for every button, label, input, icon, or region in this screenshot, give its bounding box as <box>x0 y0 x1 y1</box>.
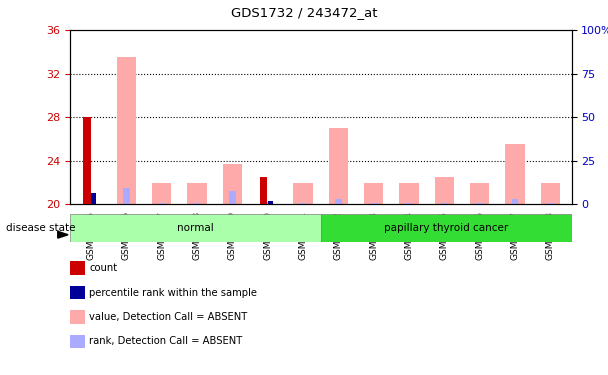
Polygon shape <box>58 231 68 238</box>
Text: count: count <box>89 263 117 273</box>
Bar <box>329 128 348 204</box>
Text: disease state: disease state <box>6 223 75 233</box>
Bar <box>187 183 207 204</box>
Bar <box>83 117 91 204</box>
Bar <box>152 183 171 204</box>
Bar <box>300 203 306 204</box>
Text: rank, Detection Call = ABSENT: rank, Detection Call = ABSENT <box>89 336 243 346</box>
Bar <box>260 177 268 204</box>
Bar <box>547 203 553 204</box>
Bar <box>477 203 483 204</box>
Bar <box>123 188 130 204</box>
Bar <box>117 57 136 204</box>
Bar <box>91 194 97 204</box>
Bar <box>399 183 419 204</box>
Bar <box>505 144 525 204</box>
Bar <box>364 183 384 204</box>
Bar <box>159 203 165 204</box>
Bar <box>470 183 489 204</box>
Bar <box>70 214 321 242</box>
Text: GDS1732 / 243472_at: GDS1732 / 243472_at <box>231 6 377 19</box>
Bar <box>223 164 242 204</box>
Bar <box>264 202 271 204</box>
Text: papillary thyroid cancer: papillary thyroid cancer <box>384 223 508 233</box>
Bar <box>441 203 447 204</box>
Bar <box>406 203 412 204</box>
Bar <box>541 183 560 204</box>
Bar <box>268 201 273 204</box>
Bar <box>435 177 454 204</box>
Bar <box>88 199 94 204</box>
Text: value, Detection Call = ABSENT: value, Detection Call = ABSENT <box>89 312 247 322</box>
Text: percentile rank within the sample: percentile rank within the sample <box>89 288 257 297</box>
Bar <box>194 203 200 204</box>
Text: normal: normal <box>177 223 213 233</box>
Bar <box>335 199 342 204</box>
Bar <box>321 214 572 242</box>
Bar <box>512 199 518 204</box>
Bar <box>293 183 313 204</box>
Bar <box>370 203 377 204</box>
Bar <box>229 191 235 204</box>
